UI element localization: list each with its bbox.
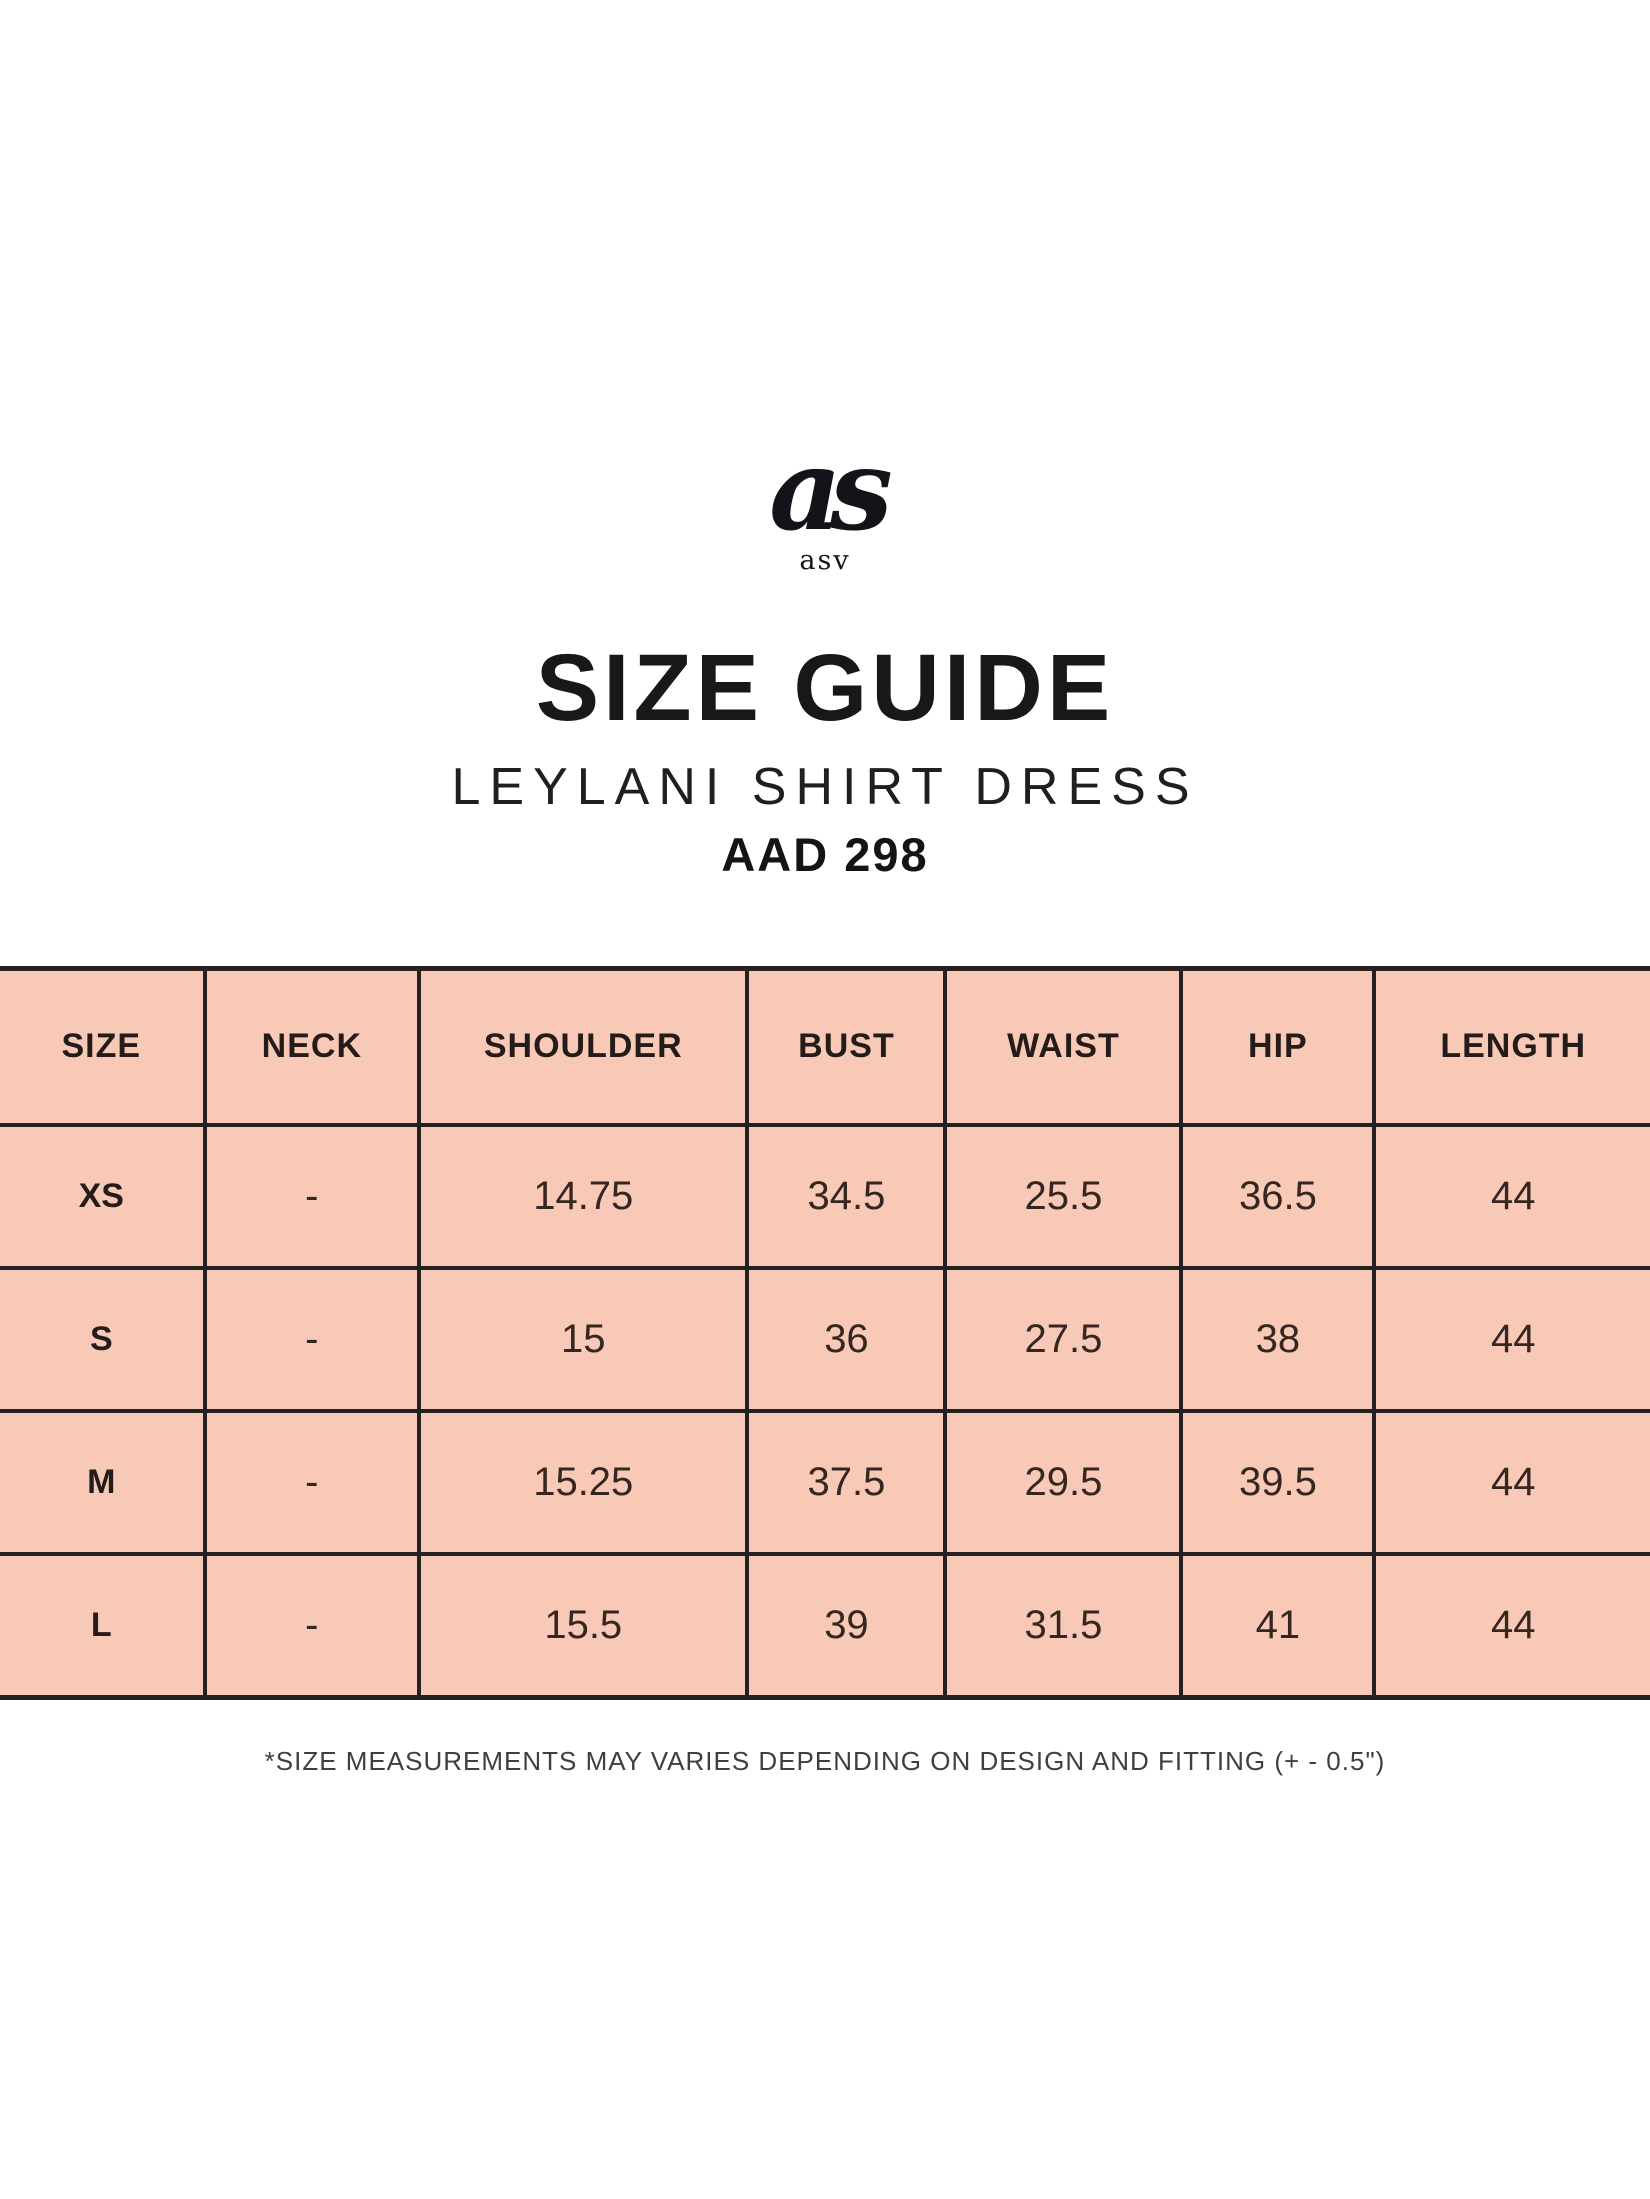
product-code: AAD 298 (721, 827, 929, 881)
brand-block: as asv (0, 425, 1650, 576)
length-cell: 44 (1372, 1123, 1650, 1271)
table-row-xs: XS - 14.75 34.5 25.5 36.5 44 (0, 1123, 1650, 1271)
hip-cell: 36.5 (1179, 1123, 1377, 1271)
table-header-row: SIZE NECK SHOULDER BUST WAIST HIP LENGTH (0, 965, 1650, 1128)
hip-cell: 39.5 (1179, 1409, 1377, 1557)
column-header-shoulder: SHOULDER (417, 965, 750, 1128)
shoulder-cell: 15.5 (417, 1552, 750, 1700)
length-cell: 44 (1372, 1409, 1650, 1557)
neck-cell: - (202, 1123, 422, 1271)
table-row-m: M - 15.25 37.5 29.5 39.5 44 (0, 1409, 1650, 1557)
hip-cell: 38 (1179, 1266, 1377, 1414)
size-table: SIZE NECK SHOULDER BUST WAIST HIP LENGTH… (0, 965, 1650, 1700)
brand-name: asv (799, 544, 851, 576)
length-cell: 44 (1372, 1552, 1650, 1700)
neck-cell: - (202, 1409, 422, 1557)
bust-cell: 39 (745, 1552, 948, 1700)
column-header-bust: BUST (745, 965, 948, 1128)
table-row-s: S - 15 36 27.5 38 44 (0, 1266, 1650, 1414)
bust-cell: 37.5 (745, 1409, 948, 1557)
page-title: SIZE GUIDE (535, 634, 1115, 741)
table-row-l: L - 15.5 39 31.5 41 44 (0, 1552, 1650, 1700)
bust-cell: 34.5 (745, 1123, 948, 1271)
hip-cell: 41 (1179, 1552, 1377, 1700)
size-cell: L (0, 1552, 207, 1700)
bust-cell: 36 (745, 1266, 948, 1414)
size-cell: M (0, 1409, 207, 1557)
neck-cell: - (202, 1266, 422, 1414)
shoulder-cell: 15 (417, 1266, 750, 1414)
neck-cell: - (202, 1552, 422, 1700)
length-cell: 44 (1372, 1266, 1650, 1414)
shoulder-cell: 14.75 (417, 1123, 750, 1271)
size-table-wrapper: SIZE NECK SHOULDER BUST WAIST HIP LENGTH… (0, 965, 1650, 1700)
waist-cell: 25.5 (943, 1123, 1184, 1271)
shoulder-cell: 15.25 (417, 1409, 750, 1557)
product-name: LEYLANI SHIRT DRESS (451, 757, 1199, 816)
column-header-neck: NECK (202, 965, 422, 1128)
size-disclaimer-note: *SIZE MEASUREMENTS MAY VARIES DEPENDING … (264, 1745, 1386, 1776)
size-cell: XS (0, 1123, 207, 1271)
waist-cell: 27.5 (943, 1266, 1184, 1414)
column-header-hip: HIP (1179, 965, 1377, 1128)
waist-cell: 31.5 (943, 1552, 1184, 1700)
waist-cell: 29.5 (943, 1409, 1184, 1557)
brand-monogram: as (769, 425, 893, 556)
column-header-size: SIZE (0, 965, 207, 1128)
column-header-waist: WAIST (943, 965, 1184, 1128)
size-cell: S (0, 1266, 207, 1414)
column-header-length: LENGTH (1372, 965, 1650, 1128)
